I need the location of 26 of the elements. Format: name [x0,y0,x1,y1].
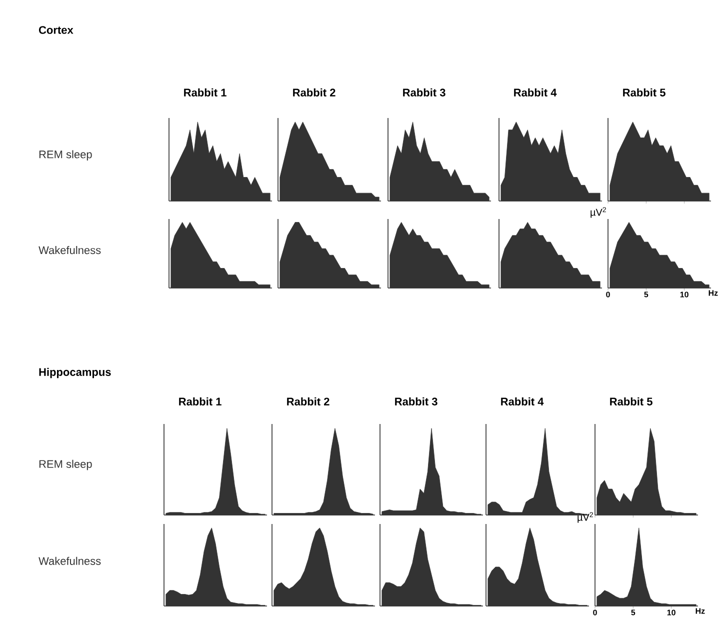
x-tick-label: 10 [680,292,688,298]
chart-title: Rabbit 3 [395,397,438,406]
x-tick-label: 5 [644,292,648,298]
chart-title: Rabbit 4 [501,397,544,406]
y-axis-title: µV$^{2}$ [590,207,606,218]
y-axis-title: Wakefulness [38,246,101,254]
text: Hippocampus [39,368,111,378]
y-axis-title: REM sleep [39,150,92,160]
x-tick-label: 0 [606,292,610,298]
x-tick-label: 0 [593,610,597,616]
x-tick-label: 10 [667,610,676,616]
x-axis-title: Hz [708,290,718,296]
text: Cortex [38,26,74,34]
chart-title: Rabbit 2 [287,397,330,406]
chart-title: Rabbit 4 [514,88,557,96]
y-axis-title: Wakefulness [38,556,101,565]
y-axis-title: REM sleep [39,460,92,470]
chart-title: Rabbit 2 [293,88,336,96]
chart-title: Rabbit 5 [610,397,652,406]
chart-title: Rabbit 1 [179,397,222,406]
chart-title: Rabbit 5 [623,88,666,96]
chart-title: Rabbit 1 [184,88,226,96]
x-axis-title: Hz [696,608,705,614]
y-axis-title: µV$^{2}$ [578,512,593,523]
x-tick-label: 5 [631,610,636,616]
chart-title: Rabbit 3 [403,88,446,96]
